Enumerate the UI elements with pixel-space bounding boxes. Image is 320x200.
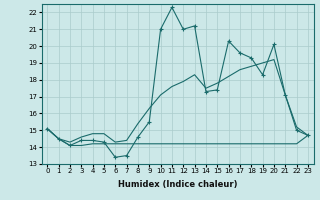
X-axis label: Humidex (Indice chaleur): Humidex (Indice chaleur): [118, 180, 237, 189]
